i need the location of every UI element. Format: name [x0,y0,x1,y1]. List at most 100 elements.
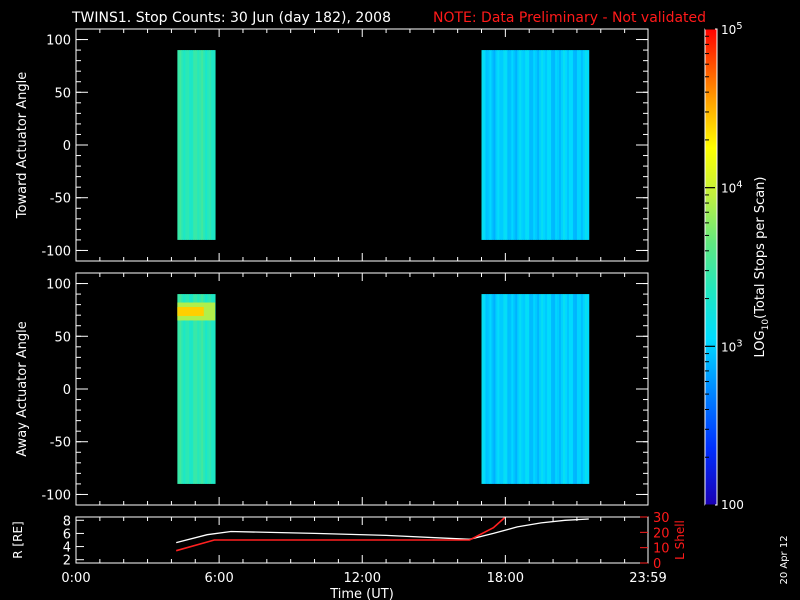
heatmap-cell [517,294,520,484]
heatmap-cell [576,50,580,240]
panel-toward-ylabel: Toward Actuator Angle [15,72,30,219]
heatmap-cell [493,294,496,484]
y-tick-label: 0 [63,383,71,398]
heatmap-cell [545,294,548,484]
heatmap-cell [543,50,546,240]
heatmap-cell [195,294,198,484]
heatmap-cell [549,294,552,484]
heatmap-cell [499,294,502,484]
heatmap-cell [503,294,506,484]
heatmap-cell [491,50,494,240]
heatmap-cell [574,294,578,484]
heatmap-cell [568,294,572,484]
heatmap-cell [507,294,510,484]
y-tick-label-left: 4 [63,541,71,556]
heatmap-cell [193,294,196,484]
heatmap-cell [207,50,210,240]
heatmap-cell [527,50,530,240]
heatmap-cell [563,50,566,240]
y-tick-label-left: 6 [63,527,71,542]
heatmap-cell [523,50,526,240]
heatmap-cell [509,50,512,240]
heatmap-cell [213,50,216,240]
heatmap-cell [547,294,550,484]
y-tick-label: -100 [41,244,71,259]
heatmap-cell [559,50,562,240]
heatmap-cell [535,50,538,240]
heatmap-cell [539,50,542,240]
heatmap-cell [557,294,560,484]
heatmap-cell [189,294,192,484]
heatmap-cell [201,294,204,484]
heatmap-cell [568,50,572,240]
heatmap-cell [561,294,564,484]
colorbar-gradient [705,29,717,505]
chart-note: NOTE: Data Preliminary - Not validated [433,10,706,26]
heatmap-cell [509,294,512,484]
heatmap-cell [564,294,568,484]
heatmap-cell [517,50,520,240]
y-tick-label-right: 10 [653,542,670,557]
heatmap-cell [495,294,498,484]
heatmap-cell [183,50,186,240]
colorbar-tick-label: 103 [721,338,743,354]
heatmap-cell [563,294,566,484]
heatmap-cell [497,294,500,484]
heatmap-cell [578,50,582,240]
heatmap-cell [199,50,202,240]
heatmap-cell [555,50,558,240]
heatmap-cell [179,294,182,484]
heatmap-cell [547,50,550,240]
heatmap-cell [580,294,584,484]
panel-away-ylabel: Away Actuator Angle [15,321,30,456]
heatmap-cell [489,294,492,484]
heatmap-cell [483,50,486,240]
heatmap-cell [557,50,560,240]
heatmap-cell [527,294,530,484]
colorbar-tick-label: 104 [721,180,743,196]
date-stamp: 20 Apr 12 [779,535,790,584]
y-tick-label: -50 [50,192,71,207]
y-tick-label: 50 [54,330,71,345]
series-line-lshell [175,516,506,552]
heatmap-cell [564,50,568,240]
heatmap-cell [501,294,504,484]
heatmap-cell [203,294,206,484]
heatmap-cell [511,50,514,240]
panel-toward: -100 -50 0 50 100 Toward Actuator Angle [15,28,649,262]
heatmap-cell [545,50,548,240]
heatmap-cell [539,294,542,484]
heatmap-cell [543,294,546,484]
heatmap-cell [541,50,544,240]
heatmap-cell [487,294,490,484]
heatmap-cell [499,50,502,240]
heatmap-cell [481,50,484,240]
heatmap-cell [181,50,184,240]
heatmap-cell [197,50,200,240]
heatmap-cell [505,294,508,484]
x-tick-label: 6:00 [205,571,234,586]
heatmap-cell [501,50,504,240]
heatmap-cell [485,294,488,484]
heatmap-cell [209,294,212,484]
heatmap-cell [586,294,590,484]
heatmap-cell [559,294,562,484]
heatmap-cell [533,294,536,484]
heatmap-cell [553,294,556,484]
heatmap-cell [185,294,188,484]
heatmap-cell [572,50,576,240]
heatmap-cell [519,50,522,240]
heatmap-cell [537,50,540,240]
heatmap-cell [521,294,524,484]
heatmap-cell [511,294,514,484]
heatmap-cell [195,50,198,240]
heatmap-cell [576,294,580,484]
x-tick-label: 18:00 [487,571,524,586]
y-tick-label-right: 0 [653,557,661,572]
heatmap-cell [521,50,524,240]
heatmap-cell [189,50,192,240]
heatmap-cell [549,50,552,240]
heatmap-cell [187,294,190,484]
heatmap-cell [515,50,518,240]
heatmap-cell [497,50,500,240]
